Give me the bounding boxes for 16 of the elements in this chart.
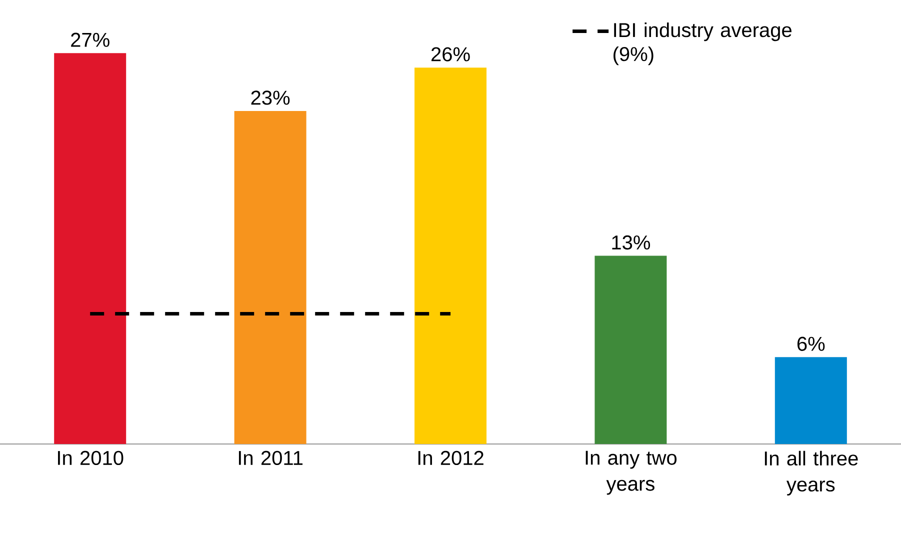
legend-label: IBI industry average (9%) — [614, 22, 792, 66]
data-label: 6% — [797, 336, 825, 351]
x-tick-label: In 2012 — [418, 450, 484, 466]
data-label: 26% — [431, 47, 470, 62]
data-label: 23% — [251, 90, 290, 105]
bar — [54, 53, 126, 444]
bar — [774, 357, 847, 444]
bar — [594, 256, 667, 444]
x-tick-label: In all three years — [764, 450, 858, 496]
x-tick-label: In 2011 — [238, 450, 303, 466]
data-label: 27% — [71, 32, 110, 47]
data-label: 13% — [612, 235, 650, 250]
bar — [234, 111, 306, 444]
x-tick-label: In 2010 — [58, 450, 124, 466]
bar — [414, 68, 487, 444]
x-tick-label: In any two years — [586, 450, 677, 495]
